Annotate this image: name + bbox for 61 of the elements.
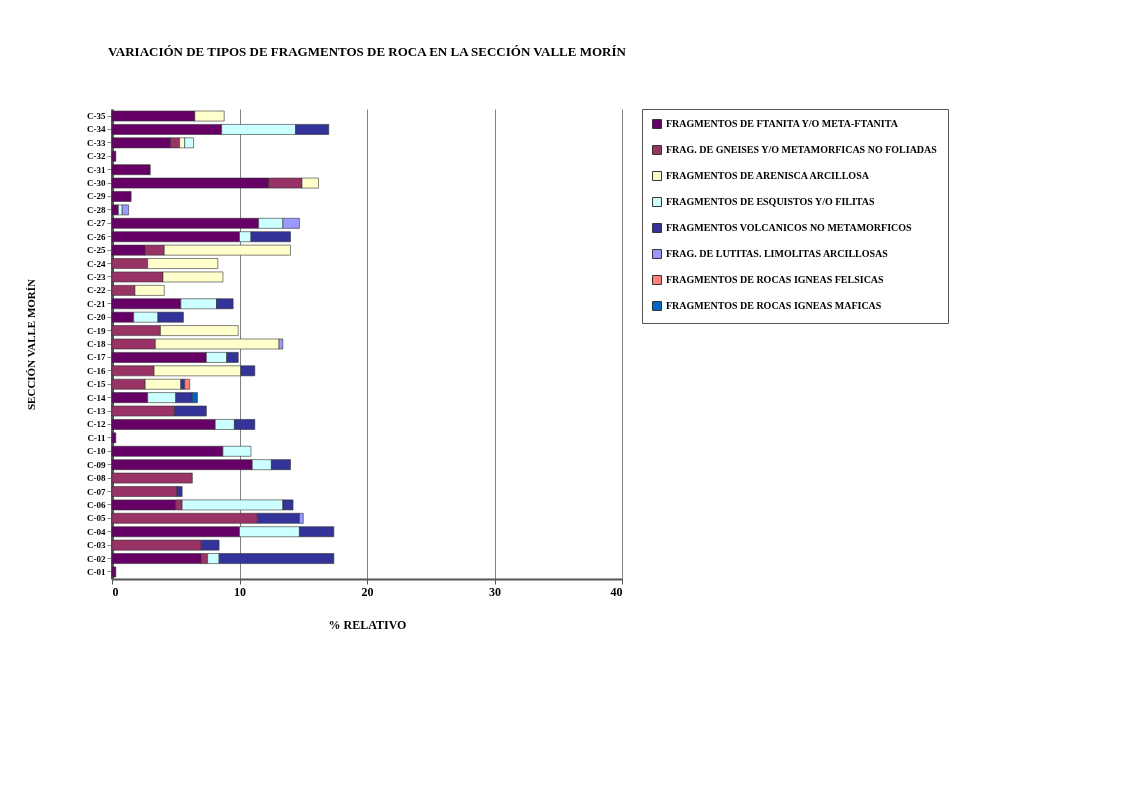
y-tick-label: C-12 <box>87 419 106 430</box>
y-tick-label: C-15 <box>87 379 106 390</box>
legend-label: FRAGMENTOS DE FTANITA Y/O META-FTANITA <box>666 118 899 129</box>
y-tick-label: C-05 <box>87 513 106 524</box>
x-axis-title: % RELATIVO <box>328 617 407 632</box>
y-tick-label: C-02 <box>87 553 106 564</box>
y-tick-label: C-20 <box>87 312 106 323</box>
y-tick-label: C-26 <box>87 231 106 242</box>
y-tick-label: C-33 <box>87 137 106 148</box>
legend-label: FRAGMENTOS DE ROCAS IGNEAS MAFICAS <box>666 300 882 311</box>
y-tick-label: C-27 <box>87 218 106 229</box>
y-tick-label: C-16 <box>87 365 106 376</box>
x-tick-label: 20 <box>361 584 374 599</box>
y-tick-label: C-11 <box>87 432 106 443</box>
y-tick-label: C-24 <box>87 258 106 269</box>
legend-label: FRAG. DE LUTITAS. LIMOLITAS ARCILLOSAS <box>666 248 889 259</box>
y-tick-label: C-25 <box>87 245 106 256</box>
bar <box>111 164 151 176</box>
x-tick-label: 30 <box>489 584 501 599</box>
y-tick-label: C-10 <box>87 446 106 457</box>
x-tick-label: 0 <box>112 584 119 599</box>
y-tick-label: C-35 <box>87 111 106 122</box>
y-tick-label: C-19 <box>87 325 106 336</box>
y-tick-label: C-30 <box>87 178 106 189</box>
y-tick-label: C-32 <box>87 151 106 162</box>
bar <box>184 378 191 390</box>
y-tick-label: C-06 <box>87 499 106 510</box>
legend-label: FRAGMENTOS DE ESQUISTOS Y/O FILITAS <box>666 196 876 207</box>
y-tick-label: C-03 <box>87 540 106 551</box>
bar <box>111 499 177 511</box>
bar <box>111 566 117 578</box>
y-tick-label: C-22 <box>87 285 106 296</box>
y-tick-label: C-29 <box>87 191 106 202</box>
y-tick-label: C-21 <box>87 298 106 309</box>
legend-label: FRAGMENTOS DE ROCAS IGNEAS FELSICAS <box>666 274 885 285</box>
x-tick-label: 40 <box>610 584 623 599</box>
bar <box>121 204 129 216</box>
y-tick-label: C-18 <box>87 339 106 349</box>
y-tick-label: C-08 <box>87 473 106 484</box>
legend-label: FRAGMENTOS DE ARENISCA ARCILLOSA <box>666 170 870 181</box>
y-axis-title: SECCIÓN VALLE MORÍN <box>25 278 37 411</box>
y-tick-label: C-17 <box>87 352 106 363</box>
y-tick-label: C-09 <box>87 459 106 470</box>
legend-label: FRAG. DE GNEISES Y/O METAMORFICAS NO FOLIADAS <box>666 144 938 155</box>
legend-label: FRAGMENTOS VOLCANICOS NO METAMORFICOS <box>666 222 913 233</box>
y-tick-label: C-23 <box>87 271 106 282</box>
y-tick-label: C-04 <box>87 526 106 537</box>
y-tick-label: C-14 <box>87 392 106 403</box>
bar <box>111 432 117 444</box>
y-tick-label: C-07 <box>87 486 106 497</box>
x-tick-label: 10 <box>234 584 246 599</box>
bar <box>111 150 117 162</box>
y-tick-label: C-01 <box>87 566 106 577</box>
y-tick-label: C-28 <box>87 204 106 215</box>
bar <box>111 204 119 216</box>
y-tick-label: C-31 <box>87 164 106 175</box>
bar <box>111 191 132 202</box>
y-tick-label: C-13 <box>87 406 106 417</box>
chart-title: VARIACIÓN DE TIPOS DE FRAGMENTOS DE ROCA EN LA SECCIÓN VALLE MORÍN <box>108 43 627 59</box>
bar <box>111 472 193 484</box>
y-tick-label: C-34 <box>87 124 106 135</box>
